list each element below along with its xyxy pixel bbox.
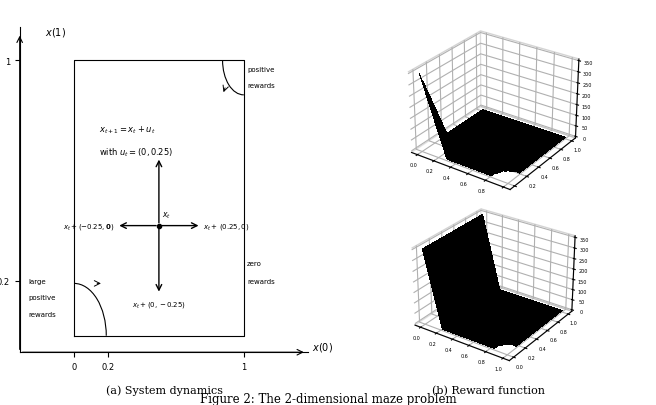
Text: $x(0)$: $x(0)$ [312,340,333,353]
Text: $x_t$: $x_t$ [162,210,171,221]
Text: (a) System dynamics: (a) System dynamics [106,385,222,395]
Text: rewards: rewards [28,311,56,317]
Text: Figure 2: The 2-dimensional maze problem: Figure 2: The 2-dimensional maze problem [199,392,457,405]
Text: large: large [28,278,46,284]
Text: with $u_t = (0, 0.25)$: with $u_t = (0, 0.25)$ [100,146,174,158]
Text: positive: positive [247,66,275,72]
Text: rewards: rewards [247,278,275,284]
Text: $x_t + (0, -0.25)$: $x_t + (0, -0.25)$ [132,299,186,309]
Text: $x_t + (-0.25,\mathbf{0})$: $x_t + (-0.25,\mathbf{0})$ [63,221,115,231]
Text: $x(1)$: $x(1)$ [45,26,66,39]
Text: rewards: rewards [247,83,275,89]
Text: zero: zero [247,260,262,266]
Text: $x_t +\,(0.25, 0)$: $x_t +\,(0.25, 0)$ [203,221,249,231]
Text: (b) Reward function: (b) Reward function [432,385,545,395]
Text: $x_{t+1} = x_t + u_t$: $x_{t+1} = x_t + u_t$ [100,124,156,136]
Text: positive: positive [28,294,56,301]
